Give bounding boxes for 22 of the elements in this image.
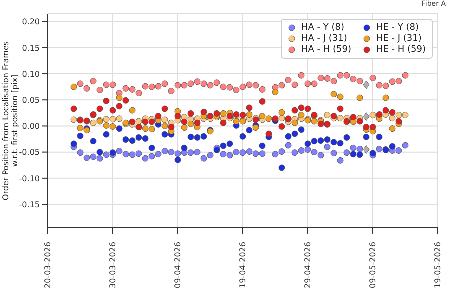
x-tick-label: 20-03-2026: [44, 242, 52, 288]
legend-label: HE - Y (8): [376, 23, 419, 33]
y-tick-label: -0.10: [19, 174, 40, 184]
legend-label: HA - Y (8): [301, 23, 344, 33]
y-tick-label: 0.20: [22, 18, 40, 27]
legend-label: HE - H (59): [376, 45, 426, 55]
y-axis-title: Order Position from Localisation Frames w.r.t. first position [pix]: [2, 41, 20, 201]
x-tick-label: 19-05-2026: [434, 242, 442, 288]
legend-label: HA - H (59): [301, 45, 352, 55]
y-tick-label: 0.05: [22, 96, 40, 105]
x-tick-label: 19-04-2026: [238, 242, 248, 288]
legend-label: HE - J (31): [376, 34, 422, 44]
y-tick-label: -0.05: [19, 148, 40, 158]
y-tick-label: 0.15: [22, 44, 40, 53]
x-tick-label: 30-03-2026: [108, 242, 118, 288]
y-tick-label: -0.15: [19, 200, 40, 210]
x-tick-label: 29-04-2026: [304, 242, 312, 288]
legend-label: HA - J (31): [301, 34, 348, 44]
x-tick-label: 09-04-2026: [174, 242, 182, 288]
y-tick-label: 0.00: [22, 122, 40, 132]
x-tick-label: 09-05-2026: [368, 242, 378, 288]
y-tick-label: 0.10: [22, 70, 40, 79]
